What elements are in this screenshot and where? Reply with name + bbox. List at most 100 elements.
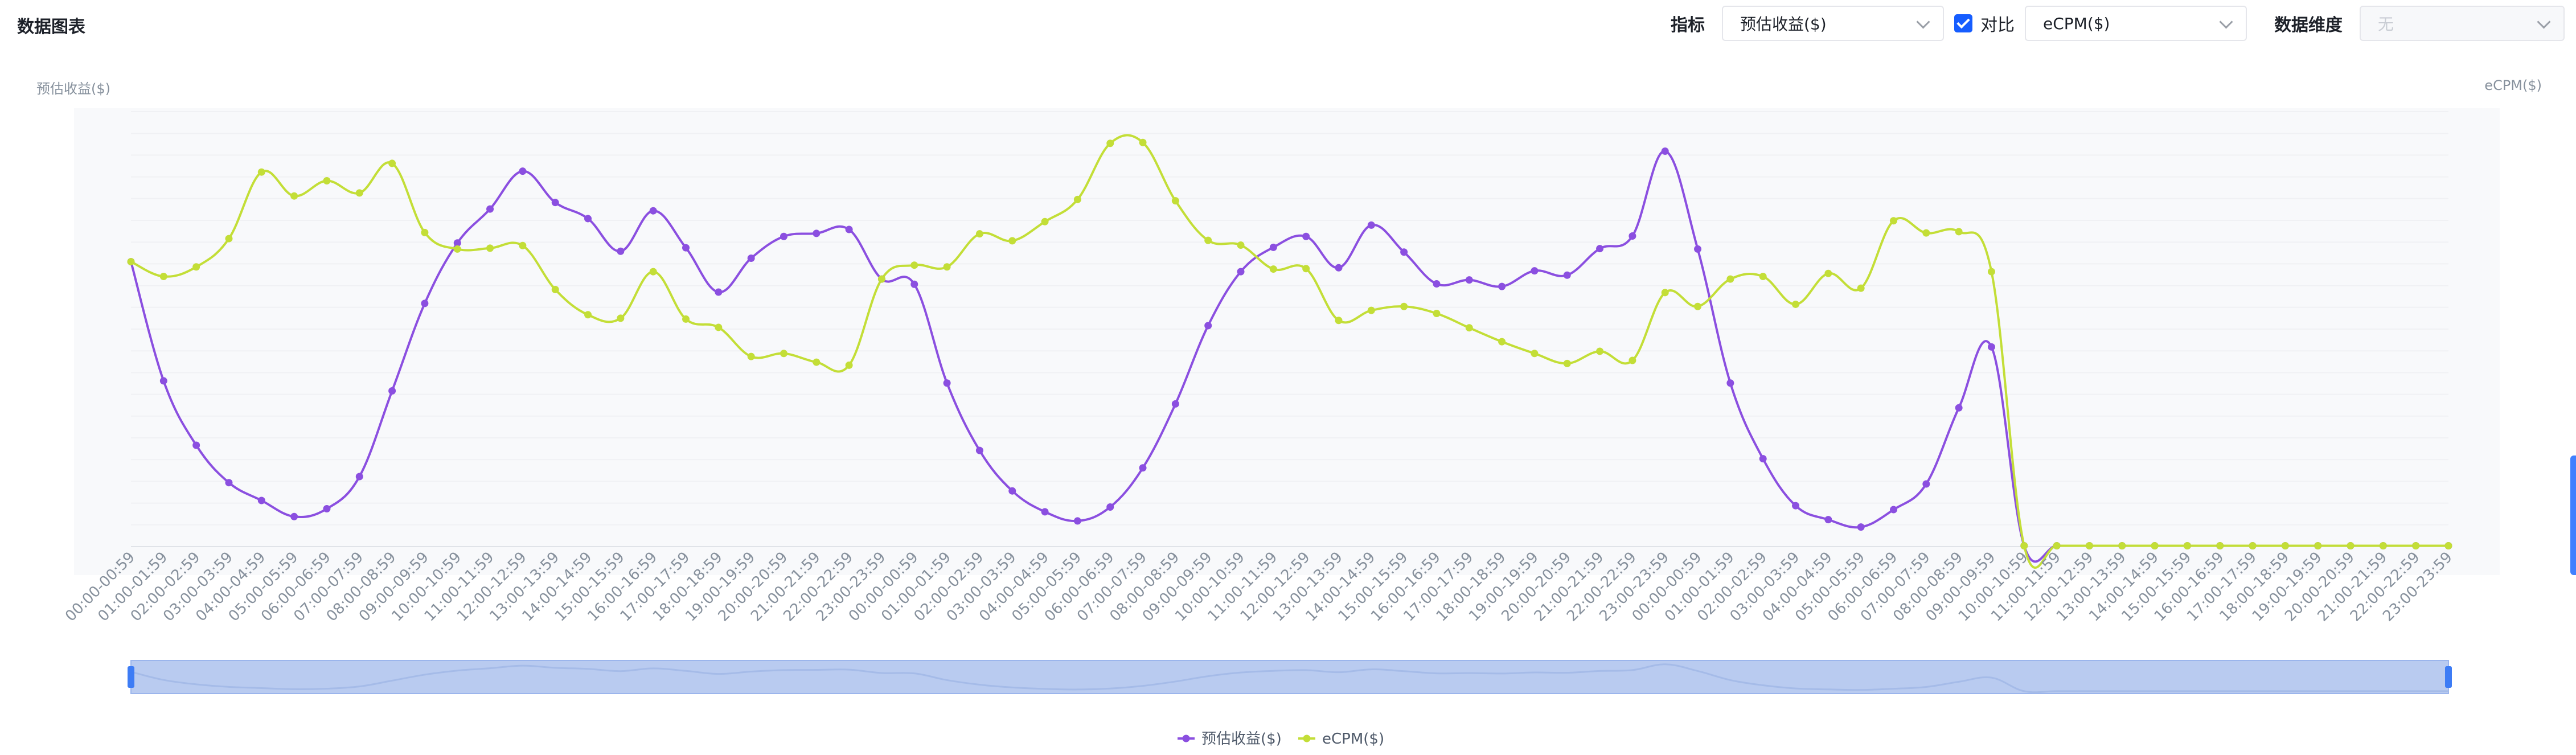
data-point[interactable] bbox=[1073, 517, 1081, 525]
data-point[interactable] bbox=[1531, 350, 1539, 358]
data-point[interactable] bbox=[2314, 541, 2322, 549]
data-point[interactable] bbox=[1922, 480, 1930, 488]
data-point[interactable] bbox=[127, 258, 135, 266]
data-point[interactable] bbox=[682, 315, 690, 323]
data-point[interactable] bbox=[1629, 232, 1636, 240]
data-point[interactable] bbox=[388, 159, 396, 167]
data-point[interactable] bbox=[323, 177, 331, 184]
data-point[interactable] bbox=[1237, 241, 1245, 249]
data-point[interactable] bbox=[2085, 541, 2093, 549]
data-point[interactable] bbox=[2281, 541, 2289, 549]
data-point[interactable] bbox=[1792, 300, 1800, 308]
data-point[interactable] bbox=[2412, 541, 2420, 549]
data-point[interactable] bbox=[747, 352, 755, 360]
data-point[interactable] bbox=[1465, 276, 1473, 284]
data-point[interactable] bbox=[1629, 356, 1636, 364]
data-point[interactable] bbox=[1073, 195, 1081, 203]
data-point[interactable] bbox=[1922, 229, 1930, 237]
data-point[interactable] bbox=[813, 229, 821, 237]
data-point[interactable] bbox=[682, 244, 690, 252]
data-point[interactable] bbox=[1041, 508, 1049, 516]
zoom-slider-selection[interactable] bbox=[130, 660, 2449, 694]
data-point[interactable] bbox=[2216, 541, 2224, 549]
data-point[interactable] bbox=[551, 199, 559, 207]
data-point[interactable] bbox=[1694, 245, 1702, 253]
compare-checkbox[interactable] bbox=[1954, 14, 1972, 32]
data-point[interactable] bbox=[1400, 302, 1408, 310]
data-point[interactable] bbox=[1955, 404, 1963, 412]
data-point[interactable] bbox=[780, 232, 787, 240]
data-point[interactable] bbox=[1857, 284, 1865, 292]
data-point[interactable] bbox=[486, 205, 494, 213]
data-point[interactable] bbox=[257, 497, 265, 504]
data-point[interactable] bbox=[290, 192, 298, 200]
data-point[interactable] bbox=[486, 244, 494, 252]
data-point[interactable] bbox=[1661, 289, 1669, 297]
dimension-select[interactable]: 无 bbox=[2360, 6, 2565, 41]
data-point[interactable] bbox=[1824, 269, 1832, 277]
data-point[interactable] bbox=[2183, 541, 2191, 549]
data-point[interactable] bbox=[290, 512, 298, 520]
data-point[interactable] bbox=[943, 263, 951, 271]
data-point[interactable] bbox=[1433, 309, 1441, 317]
data-point[interactable] bbox=[1367, 221, 1375, 229]
data-point[interactable] bbox=[1498, 282, 1506, 290]
data-point[interactable] bbox=[584, 215, 592, 223]
data-point[interactable] bbox=[1204, 322, 1212, 330]
data-point[interactable] bbox=[1139, 464, 1147, 472]
data-point[interactable] bbox=[1302, 232, 1310, 240]
data-point[interactable] bbox=[1204, 236, 1212, 244]
data-point[interactable] bbox=[1596, 347, 1604, 355]
data-point[interactable] bbox=[1400, 248, 1408, 256]
legend-item-2[interactable]: eCPM($) bbox=[1322, 731, 1384, 748]
data-point[interactable] bbox=[910, 280, 918, 288]
data-point[interactable] bbox=[388, 387, 396, 395]
data-point[interactable] bbox=[225, 235, 233, 243]
data-point[interactable] bbox=[1889, 217, 1897, 225]
data-point[interactable] bbox=[2347, 541, 2355, 549]
data-point[interactable] bbox=[159, 377, 167, 385]
data-point[interactable] bbox=[2020, 541, 2028, 549]
data-point[interactable] bbox=[551, 285, 559, 293]
data-point[interactable] bbox=[225, 479, 233, 487]
data-point[interactable] bbox=[845, 225, 853, 233]
data-point[interactable] bbox=[257, 168, 265, 176]
data-point[interactable] bbox=[1335, 264, 1343, 272]
data-point[interactable] bbox=[1563, 359, 1571, 367]
data-point[interactable] bbox=[1269, 265, 1277, 273]
data-point[interactable] bbox=[649, 268, 657, 276]
metric-select[interactable]: 预估收益($) bbox=[1722, 6, 1944, 41]
data-point[interactable] bbox=[1531, 267, 1539, 275]
zoom-handle-right[interactable] bbox=[2445, 666, 2452, 688]
data-point[interactable] bbox=[1824, 516, 1832, 524]
data-point[interactable] bbox=[1498, 338, 1506, 346]
data-point[interactable] bbox=[2379, 541, 2387, 549]
compare-select[interactable]: eCPM($) bbox=[2025, 6, 2247, 41]
zoom-handle-left[interactable] bbox=[128, 666, 134, 688]
data-point[interactable] bbox=[1367, 306, 1375, 314]
data-point[interactable] bbox=[159, 273, 167, 281]
data-point[interactable] bbox=[1694, 302, 1702, 310]
data-point[interactable] bbox=[2053, 541, 2061, 549]
data-point[interactable] bbox=[1041, 218, 1049, 225]
data-point[interactable] bbox=[1857, 523, 1865, 531]
data-point[interactable] bbox=[519, 241, 527, 249]
data-point[interactable] bbox=[1008, 487, 1016, 495]
data-point[interactable] bbox=[421, 299, 429, 307]
legend-item-1[interactable]: 预估收益($) bbox=[1201, 731, 1282, 748]
data-point[interactable] bbox=[1106, 139, 1114, 147]
data-point[interactable] bbox=[2249, 541, 2257, 549]
data-point[interactable] bbox=[1237, 268, 1245, 276]
data-point[interactable] bbox=[975, 230, 983, 238]
data-point[interactable] bbox=[1106, 503, 1114, 511]
data-point[interactable] bbox=[715, 323, 723, 331]
data-point[interactable] bbox=[1661, 147, 1669, 155]
data-point[interactable] bbox=[355, 189, 363, 197]
data-point[interactable] bbox=[715, 288, 723, 296]
data-point[interactable] bbox=[617, 247, 625, 255]
data-point[interactable] bbox=[1563, 271, 1571, 279]
data-point[interactable] bbox=[1302, 265, 1310, 273]
data-point[interactable] bbox=[584, 311, 592, 319]
data-point[interactable] bbox=[1889, 506, 1897, 514]
data-point[interactable] bbox=[1139, 138, 1147, 146]
